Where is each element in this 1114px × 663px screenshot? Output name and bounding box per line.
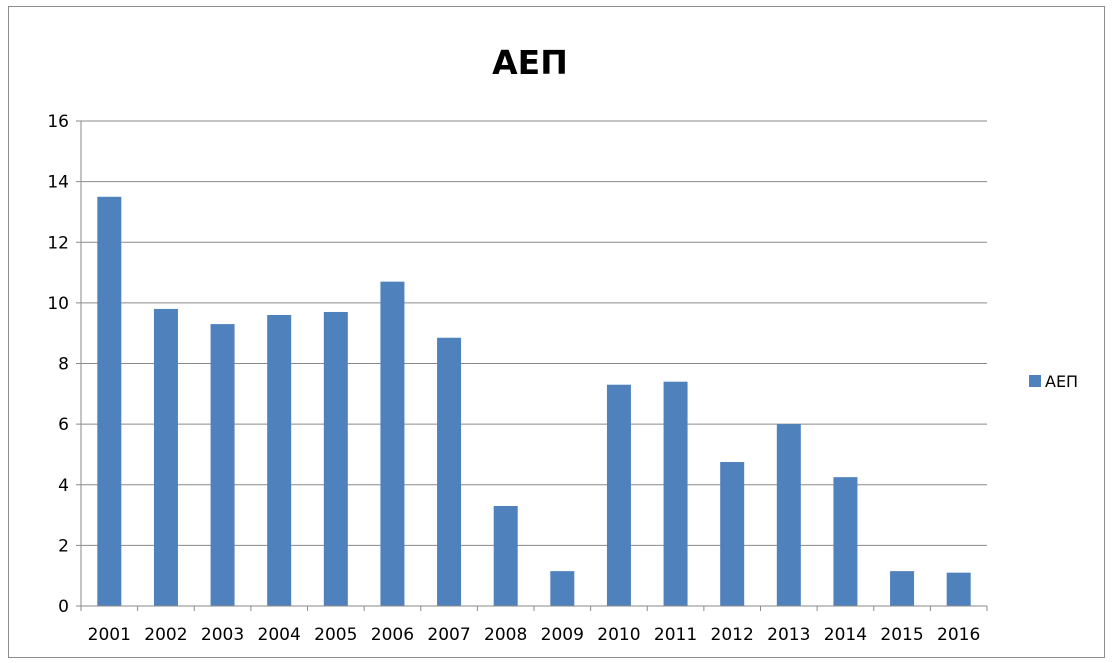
bar-2006 xyxy=(380,281,405,606)
legend-swatch xyxy=(1029,375,1041,387)
y-tick-label: 6 xyxy=(58,415,69,435)
y-tick-label: 2 xyxy=(58,536,69,556)
y-axis-ticks: 0 2 4 6 8 10 12 14 16 xyxy=(47,112,81,617)
y-tick-label: 4 xyxy=(58,476,69,496)
y-tick-label: 8 xyxy=(58,355,69,375)
bar-2009 xyxy=(550,571,575,606)
x-tick-label: 2006 xyxy=(371,625,414,645)
bar-2004 xyxy=(267,315,292,606)
x-tick-label: 2015 xyxy=(880,625,923,645)
x-tick-label: 2004 xyxy=(258,625,301,645)
chart-title: ΑΕΠ xyxy=(492,43,568,82)
x-tick-label: 2012 xyxy=(711,625,754,645)
bars xyxy=(97,196,971,606)
bar-2007 xyxy=(437,337,462,606)
bar-2005 xyxy=(323,311,348,606)
legend-label: ΑΕΠ xyxy=(1045,372,1078,391)
bar-2015 xyxy=(890,571,915,606)
bar-2003 xyxy=(210,324,235,606)
chart-frame: ΑΕΠ 0 2 4 6 8 10 12 14 16 2001 2002 2003 2004 2005 20… xyxy=(8,6,1105,658)
x-axis-ticks: 2001 2002 2003 2004 2005 2006 2007 2008 2009 2010… xyxy=(80,606,988,645)
x-tick-label: 2003 xyxy=(201,625,244,645)
bar-2010 xyxy=(606,384,631,606)
x-tick-label: 2005 xyxy=(314,625,357,645)
bar-2012 xyxy=(720,462,745,606)
bar-2002 xyxy=(153,308,178,606)
y-tick-label: 12 xyxy=(47,233,69,253)
y-tick-label: 16 xyxy=(47,112,69,132)
x-tick-label: 2016 xyxy=(937,625,980,645)
x-tick-label: 2011 xyxy=(654,625,697,645)
x-tick-label: 2008 xyxy=(484,625,527,645)
x-tick-label: 2009 xyxy=(541,625,584,645)
y-tick-label: 10 xyxy=(47,294,69,314)
x-tick-label: 2002 xyxy=(144,625,187,645)
y-tick-label: 0 xyxy=(58,597,69,617)
bar-2008 xyxy=(493,505,518,606)
x-tick-label: 2014 xyxy=(824,625,867,645)
x-tick-label: 2010 xyxy=(597,625,640,645)
x-tick-label: 2001 xyxy=(88,625,131,645)
x-tick-label: 2007 xyxy=(427,625,470,645)
bar-2001 xyxy=(97,196,122,606)
bar-2014 xyxy=(833,477,858,606)
x-tick-label: 2013 xyxy=(767,625,810,645)
y-tick-label: 14 xyxy=(47,173,69,193)
legend: ΑΕΠ xyxy=(1029,372,1078,391)
bar-2011 xyxy=(663,381,688,606)
bar-2013 xyxy=(776,424,801,606)
bar-2016 xyxy=(946,572,971,606)
